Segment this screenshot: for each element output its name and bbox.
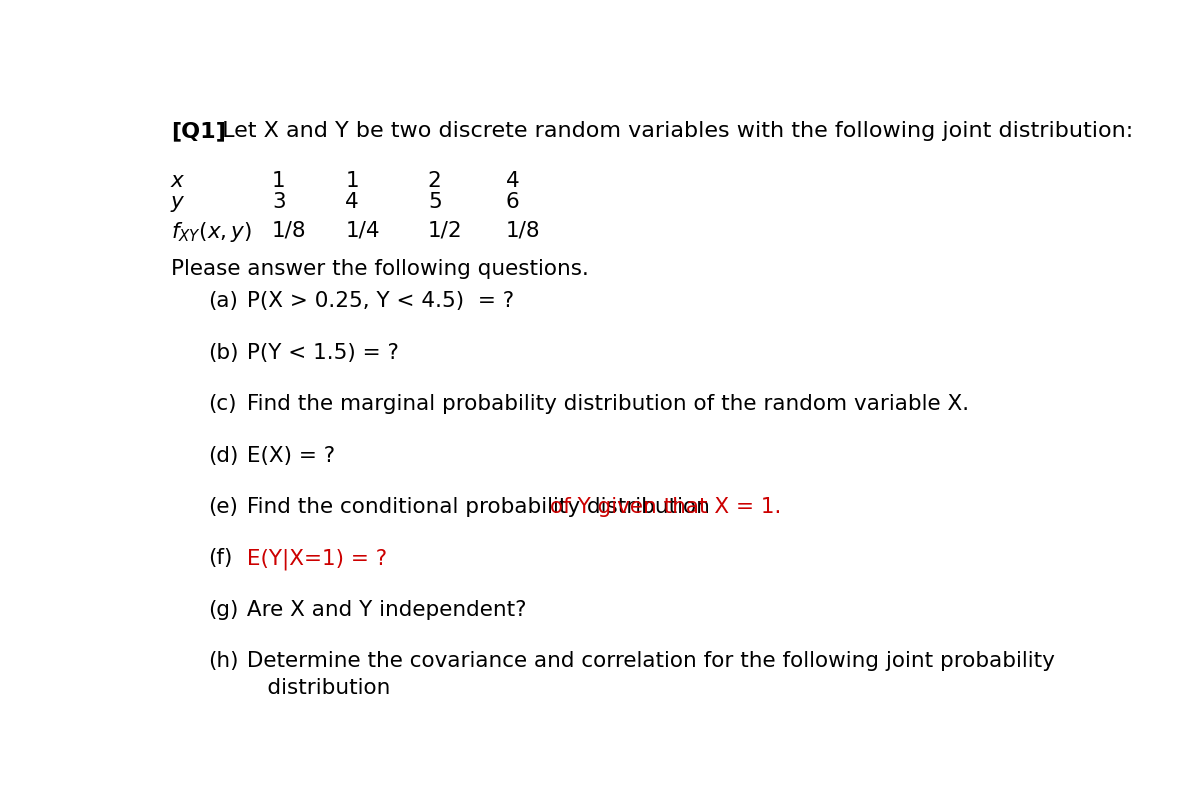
Text: 1: 1	[272, 170, 285, 190]
Text: (d): (d)	[207, 445, 238, 465]
Text: 1: 1	[346, 170, 359, 190]
Text: 6: 6	[506, 192, 520, 212]
Text: Determine the covariance and correlation for the following joint probability: Determine the covariance and correlation…	[240, 650, 1055, 671]
Text: 2: 2	[427, 170, 442, 190]
Text: Let X and Y be two discrete random variables with the following joint distributi: Let X and Y be two discrete random varia…	[215, 121, 1133, 141]
Text: 1/2: 1/2	[427, 220, 463, 240]
Text: [Q1]: [Q1]	[170, 121, 226, 141]
Text: 1/8: 1/8	[506, 220, 540, 240]
Text: Are X and Y independent?: Are X and Y independent?	[240, 599, 526, 619]
Text: y: y	[170, 192, 184, 212]
Text: (g): (g)	[207, 599, 238, 619]
Text: distribution: distribution	[240, 678, 391, 698]
Text: (b): (b)	[207, 342, 238, 362]
Text: x: x	[170, 170, 184, 190]
Text: Find the marginal probability distribution of the random variable X.: Find the marginal probability distributi…	[240, 393, 969, 414]
Text: of Y given that X = 1.: of Y given that X = 1.	[551, 496, 781, 516]
Text: 4: 4	[346, 192, 359, 212]
Text: (h): (h)	[207, 650, 238, 671]
Text: E(Y|X=1) = ?: E(Y|X=1) = ?	[240, 548, 387, 569]
Text: Please answer the following questions.: Please answer the following questions.	[170, 259, 588, 279]
Text: $f_{XY}(x, y)$: $f_{XY}(x, y)$	[170, 220, 252, 244]
Text: 5: 5	[427, 192, 442, 212]
Text: 3: 3	[272, 192, 285, 212]
Text: 1/8: 1/8	[272, 220, 307, 240]
Text: P(X > 0.25, Y < 4.5)  = ?: P(X > 0.25, Y < 4.5) = ?	[240, 291, 514, 311]
Text: P(Y < 1.5) = ?: P(Y < 1.5) = ?	[240, 342, 399, 362]
Text: 4: 4	[506, 170, 520, 190]
Text: (a): (a)	[207, 291, 238, 311]
Text: (f): (f)	[207, 548, 232, 568]
Text: (e): (e)	[207, 496, 238, 516]
Text: (c): (c)	[207, 393, 236, 414]
Text: Find the conditional probability distribution: Find the conditional probability distrib…	[240, 496, 716, 516]
Text: 1/4: 1/4	[346, 220, 380, 240]
Text: E(X) = ?: E(X) = ?	[240, 445, 335, 465]
